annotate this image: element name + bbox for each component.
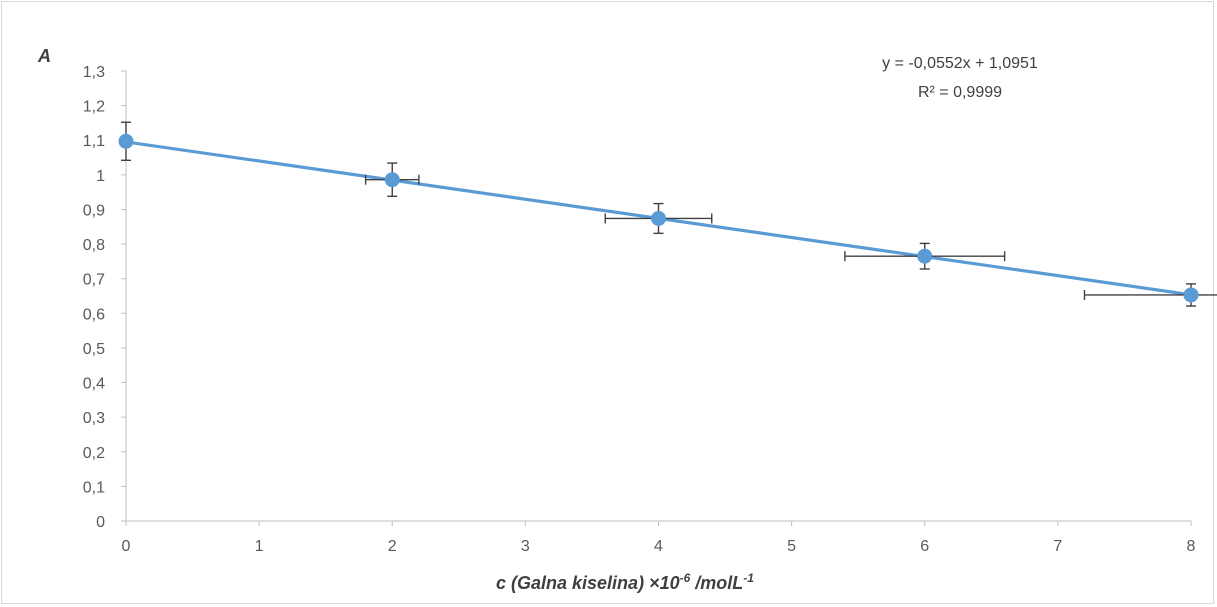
x-tick-label: 5 [787,538,796,555]
x-tick-label: 2 [388,538,397,555]
y-tick-label: 0,1 [83,479,105,496]
y-tick-label: 0,6 [83,306,105,323]
y-tick-label: 0 [96,514,105,531]
y-tick-label: 1 [96,168,105,185]
y-tick-label: 0,4 [83,376,105,393]
data-point [118,133,134,149]
y-tick-label: 0,9 [83,202,105,219]
x-tick-label: 7 [1053,538,1062,555]
data-point [1183,287,1199,303]
data-point [651,210,666,226]
y-tick-label: 0,3 [83,410,105,427]
y-axis-title: A [37,46,51,66]
x-tick-label: 3 [521,538,530,555]
y-tick-label: 1,3 [83,64,105,81]
x-axis-title-exp1: -6 [680,571,691,585]
data-point [917,248,933,264]
x-axis-title-middle: /molL [690,573,743,593]
y-tick-label: 1,1 [83,133,105,150]
y-tick-label: 0,2 [83,445,105,462]
y-tick-label: 0,8 [83,237,105,254]
y-tick-label: 0,7 [83,272,105,289]
y-tick-labels: 0 0,1 0,2 0,3 0,4 0,5 0,6 0,7 0,8 0,9 1 1,1 1,2 1,3 [83,64,126,531]
x-tick-label: 6 [920,538,929,555]
error-bars [121,121,1217,307]
x-tick-label: 0 [122,538,131,555]
data-points [118,133,1199,303]
data-point [384,172,400,188]
x-tick-label: 8 [1187,538,1196,555]
x-axis-title: c (Galna kiselina) ×10-6 /molL-1 [496,571,754,593]
y-tick-label: 1,2 [83,99,105,116]
x-tick-label: 4 [654,538,663,555]
axes [125,71,1191,522]
y-tick-label: 0,5 [83,341,105,358]
x-axis-title-exp2: -1 [743,571,754,585]
trendline-equation: y = -0,0552x + 1,0951 [882,55,1038,72]
x-axis-title-prefix: c (Galna kiselina) ×10 [496,573,680,593]
x-tick-label: 1 [255,538,264,555]
x-tick-labels: 0 1 2 3 4 5 6 7 8 [122,521,1196,555]
trendline-r-squared: R² = 0,9999 [918,84,1002,101]
